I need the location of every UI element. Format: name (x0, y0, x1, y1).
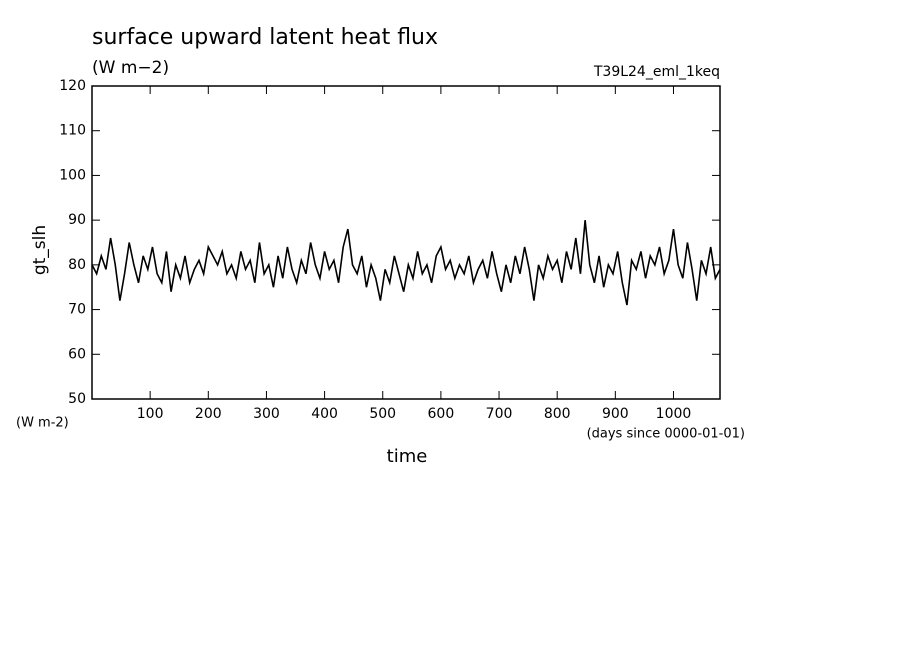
y-tick-label: 60 (68, 346, 86, 362)
y-tick-label: 100 (59, 167, 86, 183)
y-tick-label: 110 (59, 123, 86, 139)
x-tick-label: 500 (369, 406, 396, 422)
x-tick-label: 800 (544, 406, 571, 422)
y-tick-label: 90 (68, 212, 86, 228)
y-tick-label: 80 (68, 257, 86, 273)
subtitle: (W m−2) (92, 58, 169, 78)
plot-frame (91, 85, 721, 400)
x-tick-label: 200 (195, 406, 222, 422)
x-tick-label: 300 (253, 406, 280, 422)
x-tick-label: 400 (311, 406, 338, 422)
y-tick-label: 50 (68, 391, 86, 407)
data-line (91, 220, 721, 306)
x-tick-label: 600 (428, 406, 455, 422)
chart-title: surface upward latent heat flux (92, 25, 438, 50)
y-unit: (W m-2) (16, 416, 69, 431)
run-label: T39L24_eml_1keq (593, 64, 720, 80)
y-tick-label: 70 (68, 302, 86, 318)
x-axis-label: time (387, 446, 428, 467)
y-axis-label: gt_slh (30, 225, 50, 275)
x-unit: (days since 0000-01-01) (587, 427, 745, 442)
x-tick-label: 100 (137, 406, 164, 422)
x-tick-label: 1000 (656, 406, 692, 422)
x-tick-label: 900 (602, 406, 629, 422)
y-tick-label: 120 (59, 78, 86, 94)
x-tick-label: 700 (486, 406, 513, 422)
